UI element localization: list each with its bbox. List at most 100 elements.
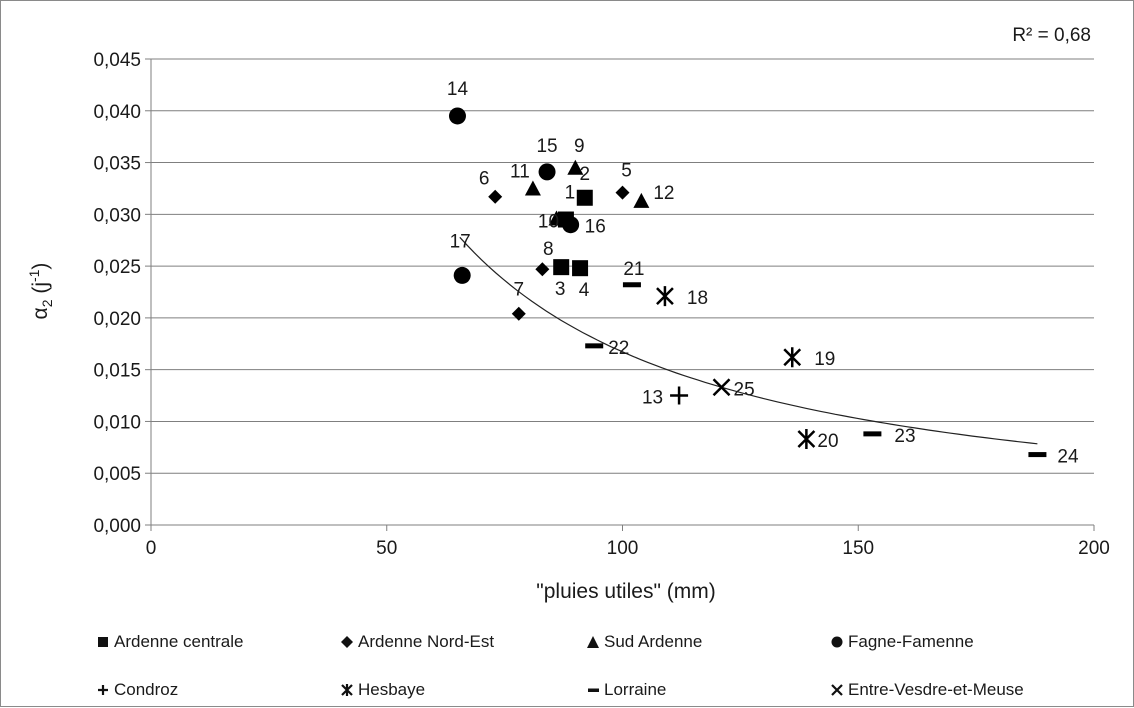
legend-item-ardenne-nord-est: Ardenne Nord-Est	[340, 632, 494, 652]
point-label-19: 19	[814, 349, 835, 370]
point-label-11: 11	[510, 161, 530, 182]
legend-label: Sud Ardenne	[604, 632, 703, 651]
y-axis-title-symbol: α	[29, 307, 52, 319]
y-axis-title-subscript: 2	[39, 299, 55, 307]
y-tick-label-5: 0,025	[93, 257, 141, 278]
point-label-14: 14	[447, 79, 469, 100]
legend-item-hesbaye: Hesbaye	[340, 680, 425, 700]
grid-lines	[151, 58, 1094, 526]
x-tick-label-0: 0	[146, 538, 157, 559]
point-label-12: 12	[653, 183, 674, 204]
point-s6-p3	[1028, 452, 1047, 458]
point-s6-p1	[585, 343, 604, 349]
point-label-7: 7	[513, 280, 524, 301]
legend-label: Lorraine	[604, 680, 667, 699]
y-tick-label-3: 0,015	[93, 361, 141, 382]
y-tick-label-4: 0,020	[93, 309, 141, 330]
point-label-25: 25	[734, 379, 755, 400]
point-label-3: 3	[555, 279, 566, 300]
legend-item-entre-vesdre-et-meuse: Entre-Vesdre-et-Meuse	[830, 680, 1024, 700]
point-label-21: 21	[623, 259, 644, 280]
asterisk-marker-icon	[341, 684, 353, 696]
y-tick-label-6: 0,030	[93, 205, 141, 226]
r-squared-label: R² = 0,68	[1012, 25, 1091, 46]
y-tick-label-2: 0,010	[93, 412, 141, 433]
legend-label: Ardenne Nord-Est	[358, 632, 495, 651]
point-s2-p0	[567, 159, 584, 175]
y-axis-title: α2 (j-1)	[26, 263, 55, 320]
circle-marker-icon	[831, 636, 843, 648]
point-label-5: 5	[621, 161, 632, 182]
point-s3-p0	[448, 107, 466, 125]
legend-item-sud-ardenne: Sud Ardenne	[586, 632, 702, 652]
point-s2-p1	[548, 210, 565, 226]
x-tick-label-3: 150	[842, 538, 874, 559]
power-trendline	[459, 236, 1038, 445]
point-s3-p1	[538, 163, 556, 181]
point-label-15: 15	[536, 136, 557, 157]
x-tick-label-2: 100	[607, 538, 639, 559]
point-s0-p0	[576, 189, 593, 206]
y-tick-label-7: 0,035	[93, 154, 141, 175]
legend-item-ardenne-centrale: Ardenne centrale	[96, 632, 243, 652]
point-label-6: 6	[479, 169, 490, 190]
axes: 0,000 0,005 0,010 0,015 0,020 0,025 0,030 0,035…	[93, 50, 1109, 559]
legend-label: Hesbaye	[358, 680, 426, 699]
point-s0-p3	[572, 260, 589, 277]
point-s2-p3	[633, 192, 650, 208]
point-label-20: 20	[817, 431, 838, 452]
point-label-22: 22	[608, 338, 629, 359]
y-axis-title-close: )	[29, 263, 52, 270]
point-s0-p2	[553, 259, 570, 276]
point-label-4: 4	[579, 280, 590, 301]
point-s5-p2	[797, 429, 816, 450]
point-labels: 213 4567891011121415161713181920212223242…	[447, 79, 1079, 468]
point-label-17: 17	[450, 231, 471, 252]
point-s1-p0	[615, 185, 630, 200]
dash-marker-icon	[588, 688, 599, 692]
legend-item-condroz: Condroz	[96, 680, 178, 700]
data-points	[448, 107, 1047, 458]
point-s5-p1	[783, 347, 802, 368]
legend-label: Ardenne centrale	[114, 632, 244, 651]
point-s3-p3	[453, 266, 471, 284]
x-tick-label-1: 50	[376, 538, 397, 559]
x-marker-icon	[831, 684, 843, 696]
y-tick-label-1: 0,005	[93, 464, 141, 485]
point-s1-p3	[535, 262, 550, 277]
y-axis-title-unit: (j	[29, 282, 52, 300]
point-label-10: 10	[538, 212, 559, 233]
point-label-2: 2	[579, 164, 590, 185]
point-s4-p0	[670, 386, 689, 405]
y-tick-label-0: 0,000	[93, 516, 141, 537]
point-s6-p0	[622, 282, 641, 288]
legend-label: Condroz	[114, 680, 179, 699]
x-tick-label-4: 200	[1078, 538, 1110, 559]
y-tick-label-8: 0,040	[93, 102, 141, 123]
point-label-1: 1	[565, 183, 576, 204]
point-label-24: 24	[1057, 447, 1079, 468]
plus-marker-icon	[98, 685, 108, 695]
point-label-13: 13	[642, 388, 663, 409]
point-s1-p2	[511, 306, 526, 321]
point-s3-p2	[562, 216, 580, 234]
y-axis-title-superscript: -1	[26, 269, 42, 282]
legend-item-fagne-famenne: Fagne-Famenne	[830, 632, 974, 652]
triangle-marker-icon	[587, 636, 599, 648]
point-s5-p0	[656, 286, 674, 307]
point-label-16: 16	[585, 217, 606, 238]
x-axis-title: "pluies utiles" (mm)	[536, 580, 715, 603]
point-s7-p0	[712, 378, 731, 397]
point-s2-p2	[524, 180, 541, 196]
point-label-23: 23	[894, 426, 915, 447]
trendline-layer	[459, 236, 1038, 445]
legend-label: Fagne-Famenne	[848, 632, 974, 651]
legend-item-lorraine: Lorraine	[586, 680, 666, 700]
point-label-18: 18	[687, 288, 708, 309]
point-label-8: 8	[543, 239, 554, 260]
point-label-9: 9	[574, 136, 585, 157]
square-marker-icon	[98, 637, 108, 647]
legend-label: Entre-Vesdre-et-Meuse	[848, 680, 1024, 699]
